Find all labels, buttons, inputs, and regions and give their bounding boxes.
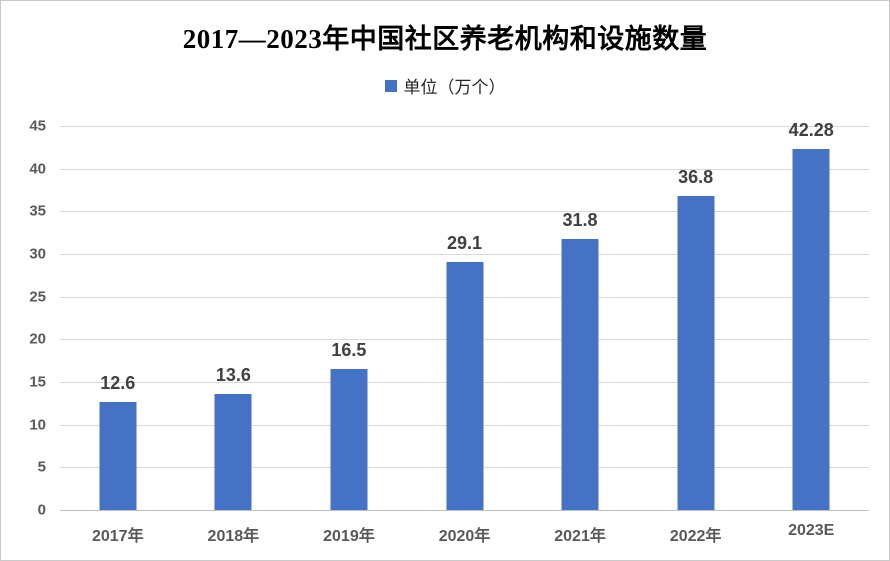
x-axis-baseline <box>60 510 869 511</box>
bar-2021年 <box>561 238 599 510</box>
bar-value-label: 36.8 <box>678 166 714 187</box>
bar-2020年 <box>446 261 483 510</box>
chart-title: 2017—2023年中国社区养老机构和设施数量 <box>182 24 708 54</box>
bar-2018年 <box>214 393 252 510</box>
bar-2019年 <box>330 369 368 510</box>
y-tick-label: 5 <box>37 458 46 476</box>
bar-2017年 <box>99 402 137 510</box>
x-axis-labels: 2017年 2018年 2019年 2020年 2021年 2022年 2023E <box>60 522 869 546</box>
x-tick-label: 2019年 <box>323 528 375 545</box>
x-tick-label: 2017年 <box>91 528 144 545</box>
y-tick-label: 30 <box>29 245 46 263</box>
x-tick-label: 2021年 <box>554 528 606 545</box>
bar-2022年 <box>677 195 715 510</box>
plot-area: 12.6 13.6 16.5 29.1 31.8 36.8 42.28 <box>60 120 869 511</box>
y-tick-label: 40 <box>29 160 46 178</box>
y-tick-label: 20 <box>29 330 46 348</box>
bar-value-label: 12.6 <box>100 373 136 394</box>
bar-value-label: 13.6 <box>215 364 251 385</box>
gridline <box>60 168 869 170</box>
gridline <box>60 254 869 255</box>
x-tick-label: 2022年 <box>669 528 722 545</box>
y-axis-labels: 0 5 10 15 20 25 30 35 40 45 <box>1 118 46 519</box>
x-tick-label: 2020年 <box>438 528 491 545</box>
y-tick-label: 15 <box>29 373 46 391</box>
bar-value-label: 29.1 <box>446 232 483 253</box>
legend-label: 单位（万个） <box>403 78 506 97</box>
gridline <box>60 126 869 127</box>
x-tick-label: 2018年 <box>207 528 260 545</box>
y-tick-label: 45 <box>29 117 46 135</box>
legend: 单位（万个） <box>1 73 889 98</box>
y-tick-label: 25 <box>29 288 46 306</box>
x-tick-label: 2023E <box>788 522 835 539</box>
y-tick-label: 0 <box>37 501 46 519</box>
gridline <box>60 211 869 213</box>
y-tick-label: 10 <box>29 416 46 434</box>
y-tick-label: 35 <box>29 202 46 220</box>
bar-value-label: 42.28 <box>788 120 834 141</box>
legend-swatch-icon <box>384 79 397 92</box>
bar-value-label: 16.5 <box>331 340 367 361</box>
bar-2023E <box>792 149 830 510</box>
bar-value-label: 31.8 <box>562 209 598 230</box>
